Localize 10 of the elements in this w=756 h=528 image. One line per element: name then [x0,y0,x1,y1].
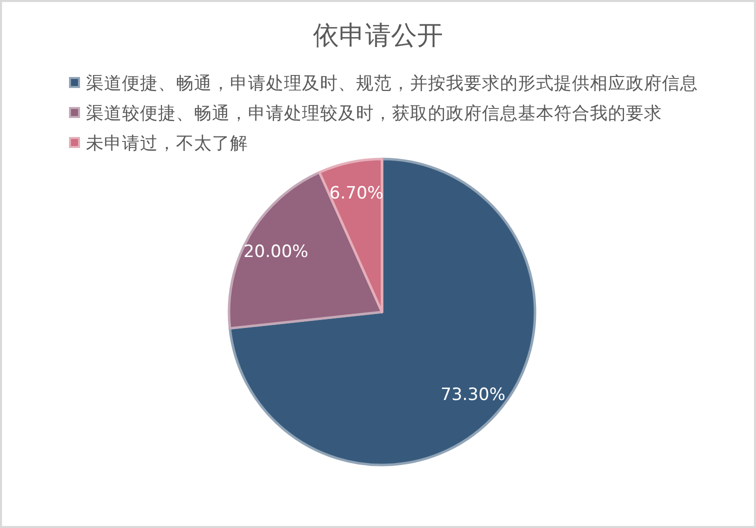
data-label: 73.30% [440,384,506,405]
data-label: 20.00% [243,242,308,262]
pie-slice [318,158,384,314]
chart-title: 依申请公开 [313,21,443,52]
pie-slice [228,171,384,330]
legend-label: 未申请过，不太了解 [86,134,248,154]
legend-label: 渠道较便捷、畅通，申请处理较及时，获取的政府信息基本符合我的要求 [86,103,662,124]
data-label: 6.70% [329,183,384,204]
pie-slice [228,158,536,466]
legend-label: 渠道便捷、畅通，申请处理及时、规范，并按我要求的形式提供相应政府信息 [86,73,698,94]
